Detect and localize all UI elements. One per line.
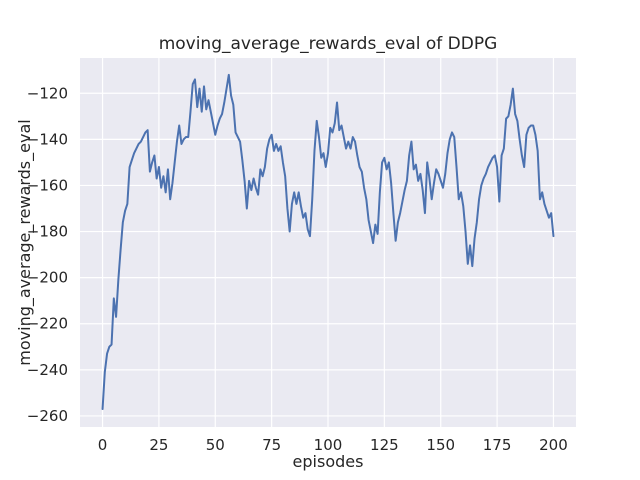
y-tick-label: −180	[27, 223, 68, 241]
gridlines	[80, 58, 576, 427]
y-tick-label: −260	[27, 407, 68, 425]
y-tick-label: −240	[27, 361, 68, 379]
x-tick-labels: 0 25 50 75 100 125 150 175 200	[98, 436, 568, 454]
y-axis-label: moving_average_rewards_eval	[15, 119, 35, 365]
x-axis-label: episodes	[293, 452, 364, 471]
y-tick-labels: −260 −240 −220 −200 −180 −160 −140 −120	[27, 84, 68, 425]
x-tick-label: 25	[149, 436, 168, 454]
y-tick-label: −140	[27, 130, 68, 148]
x-tick-label: 75	[262, 436, 281, 454]
x-tick-label: 200	[539, 436, 568, 454]
x-tick-label: 100	[314, 436, 343, 454]
chart-title: moving_average_rewards_eval of DDPG	[159, 34, 498, 54]
x-tick-label: 175	[483, 436, 512, 454]
x-tick-label: 150	[426, 436, 455, 454]
x-tick-label: 50	[206, 436, 225, 454]
x-tick-label: 0	[98, 436, 108, 454]
x-tick-label: 125	[370, 436, 399, 454]
y-tick-label: −160	[27, 176, 68, 194]
y-tick-label: −220	[27, 315, 68, 333]
series-line-ddpg	[101, 73, 555, 411]
y-tick-label: −200	[27, 269, 68, 287]
y-tick-label: −120	[27, 84, 68, 102]
